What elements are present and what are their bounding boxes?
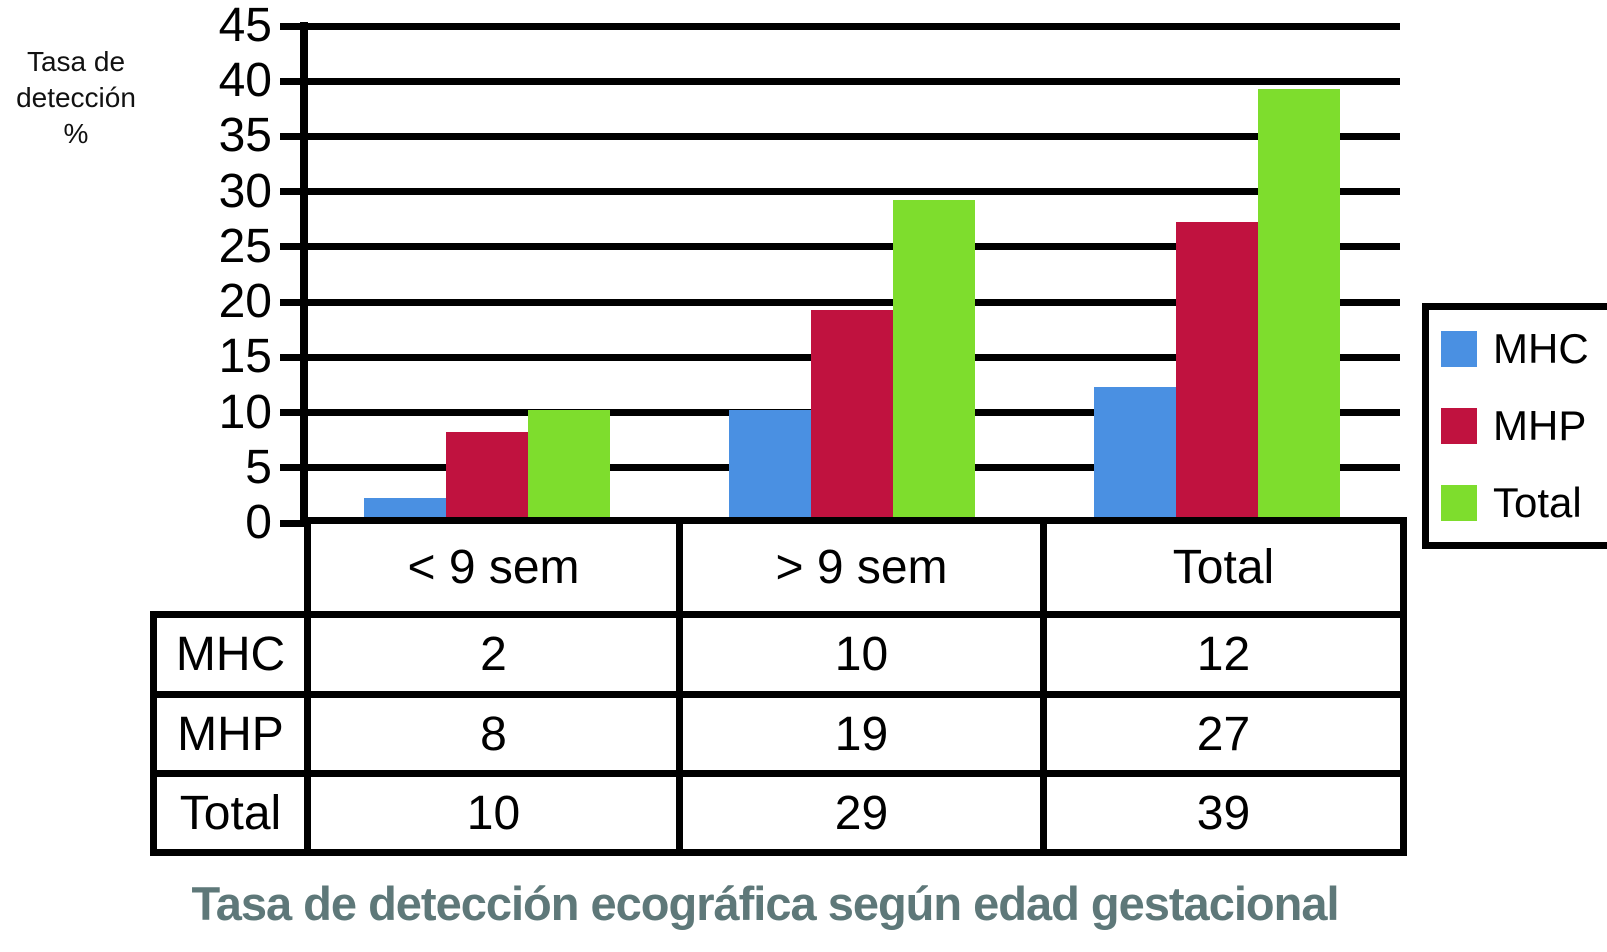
bar-mhp-0 bbox=[445, 431, 528, 520]
legend-item: MHP bbox=[1441, 401, 1607, 449]
bar-mhc-1 bbox=[729, 409, 811, 520]
value-cell: 27 bbox=[1040, 691, 1407, 777]
value-cell: 12 bbox=[1040, 611, 1407, 698]
table-header-row: < 9 sem > 9 sem Total bbox=[153, 517, 1407, 618]
y-tick-label: 20 bbox=[218, 275, 272, 329]
data-table-body: < 9 sem > 9 sem Total MHC 2 10 12 MHP 8 19 27 Total… bbox=[150, 517, 1407, 856]
bar-mhc-2 bbox=[1094, 387, 1177, 520]
y-axis-title-line: % bbox=[63, 118, 89, 149]
data-table: < 9 sem > 9 sem Total MHC 2 10 12 MHP 8 19 27 Total… bbox=[150, 517, 1407, 856]
value-cell: 19 bbox=[676, 691, 1047, 777]
value-cell: 2 bbox=[304, 611, 683, 698]
y-axis-tick bbox=[280, 22, 308, 30]
bar-mhp-1 bbox=[811, 310, 893, 520]
y-tick-label: 45 bbox=[218, 0, 272, 52]
legend-item: Total bbox=[1441, 482, 1607, 524]
value-cell: 8 bbox=[304, 691, 683, 777]
legend-swatch-total bbox=[1441, 485, 1477, 522]
legend-item: MHC bbox=[1441, 324, 1607, 372]
gridline bbox=[304, 22, 1400, 30]
gridline bbox=[304, 77, 1400, 85]
legend-label: Total bbox=[1493, 479, 1582, 527]
y-axis-tick bbox=[280, 77, 308, 85]
bar-total-1 bbox=[893, 199, 975, 520]
gridline bbox=[304, 188, 1400, 196]
legend-label: MHP bbox=[1493, 401, 1587, 449]
table-row: MHP 8 19 27 bbox=[150, 691, 1407, 777]
table-row: MHC 2 10 12 bbox=[150, 611, 1407, 698]
y-axis-title-line: Tasa de bbox=[26, 46, 126, 77]
row-label-cell: MHC bbox=[150, 611, 311, 698]
table-row: Total 10 29 39 bbox=[150, 770, 1407, 856]
y-tick-label: 40 bbox=[218, 54, 272, 108]
y-axis-tick bbox=[280, 353, 308, 361]
y-axis-title: Tasa de detección % bbox=[0, 44, 152, 152]
table-corner-blank bbox=[153, 520, 311, 618]
gridline bbox=[304, 243, 1400, 251]
y-tick-label: 25 bbox=[218, 219, 272, 273]
legend-swatch-mhp bbox=[1441, 407, 1477, 444]
value-cell: 29 bbox=[676, 770, 1047, 856]
value-cell: 39 bbox=[1040, 770, 1407, 856]
legend-swatch-mhc bbox=[1441, 330, 1477, 367]
y-axis-tick bbox=[280, 464, 308, 472]
y-axis-tick bbox=[280, 188, 308, 196]
y-axis-title-line: detección bbox=[16, 82, 136, 113]
column-header-cell: Total bbox=[1040, 517, 1407, 618]
gridline bbox=[304, 298, 1400, 306]
value-cell: 10 bbox=[304, 770, 683, 856]
column-header-cell: > 9 sem bbox=[676, 517, 1047, 618]
legend-label: MHC bbox=[1493, 324, 1589, 372]
y-tick-label: 10 bbox=[218, 385, 272, 439]
y-axis-tick bbox=[280, 132, 308, 140]
bar-mhp-2 bbox=[1176, 221, 1259, 520]
y-axis-tick bbox=[280, 298, 308, 306]
y-axis-tick bbox=[280, 243, 308, 251]
y-axis-tick bbox=[280, 409, 308, 417]
bar-total-2 bbox=[1258, 89, 1341, 520]
legend-box: MHC MHP Total bbox=[1422, 303, 1607, 549]
y-tick-label: 35 bbox=[218, 109, 272, 163]
y-tick-label: 30 bbox=[218, 164, 272, 218]
y-axis-line bbox=[300, 22, 308, 527]
row-label-cell: Total bbox=[150, 770, 311, 856]
value-cell: 10 bbox=[676, 611, 1047, 698]
column-header-cell: < 9 sem bbox=[304, 517, 683, 618]
y-tick-label: 5 bbox=[245, 440, 272, 494]
bar-total-0 bbox=[527, 409, 610, 520]
gridline bbox=[304, 132, 1400, 140]
bar-mhc-0 bbox=[363, 497, 446, 520]
chart-caption: Tasa de detección ecográfica según edad … bbox=[191, 877, 1339, 930]
plot-area bbox=[304, 0, 1400, 527]
y-axis-tick-labels: 0 5 10 15 20 25 30 35 40 45 bbox=[0, 0, 272, 549]
y-tick-label: 15 bbox=[218, 330, 272, 384]
row-label-cell: MHP bbox=[150, 691, 311, 777]
